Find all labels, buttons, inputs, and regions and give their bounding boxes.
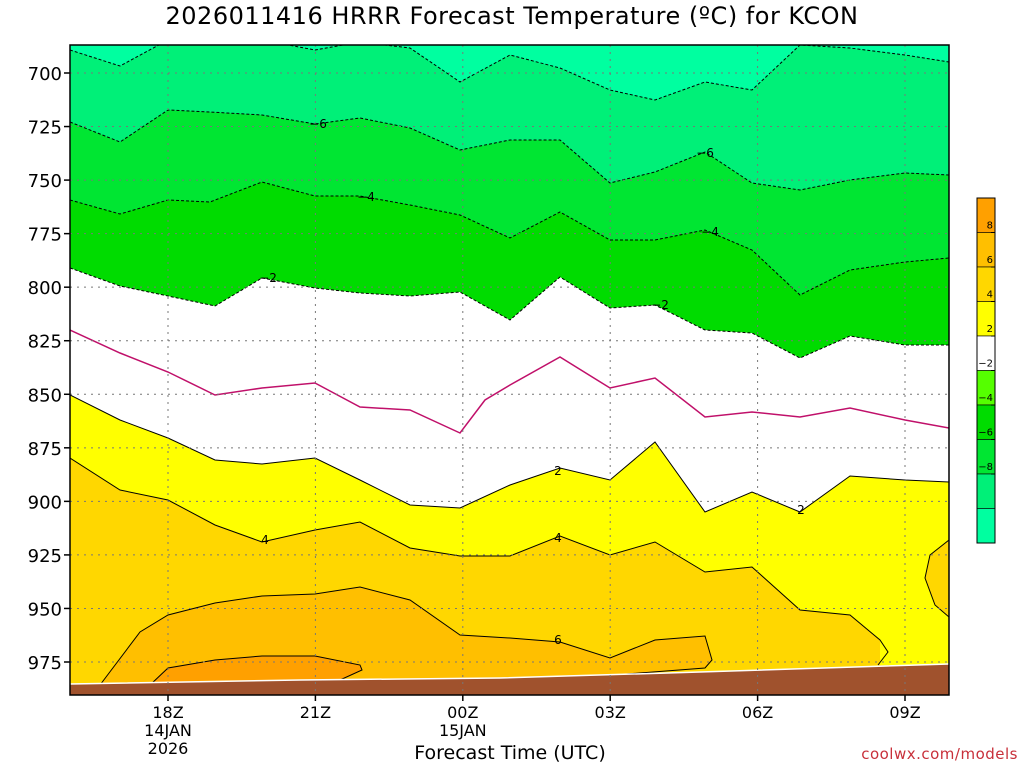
contour-zero: [70, 329, 949, 434]
x-tick-label: 03Z: [595, 703, 626, 722]
colorbar-swatch: [976, 473, 996, 509]
y-tick-label: 900: [28, 492, 62, 513]
y-axis: 700 725 750 775 800 825 850 875 900 925 950 975: [28, 64, 70, 674]
x-tick-label: 18Z: [152, 703, 183, 722]
y-tick-label: 850: [28, 385, 62, 406]
colorbar-label: 8: [987, 221, 993, 232]
x-tick-label: 2026: [148, 739, 189, 758]
contour-label: −6: [309, 117, 327, 131]
contour-label: −2: [259, 271, 277, 285]
y-tick-label: 875: [28, 439, 62, 460]
contour-plus4-east: [924, 539, 949, 618]
contour-plus6: [99, 586, 713, 686]
contour-lines: [70, 45, 949, 686]
contour-label: 2: [554, 464, 562, 478]
contour-label: 4: [261, 533, 269, 547]
contour-label: 4: [554, 531, 562, 545]
contour-minus2: [70, 267, 949, 359]
colorbar-swatch: [976, 508, 996, 544]
colorbar-label: 4: [987, 290, 993, 301]
y-tick-label: 725: [28, 118, 62, 139]
y-tick-label: 800: [28, 278, 62, 299]
warm-pocket-east: [925, 540, 949, 617]
colorbar-label: 6: [987, 255, 993, 266]
site-credit: coolwx.com/models: [861, 745, 1018, 763]
colorbar-label: 2: [987, 324, 993, 335]
x-tick-label: 09Z: [889, 703, 920, 722]
contour-minus4: [70, 181, 949, 296]
contour-label: −4: [701, 225, 719, 239]
plot-area: [70, 45, 949, 695]
colorbar-frame: [976, 197, 996, 544]
colorbar-label: −4: [978, 393, 993, 404]
colorbar-label: −2: [978, 359, 993, 370]
x-tick-label: 14JAN: [144, 721, 192, 740]
chart-title: 2026011416 HRRR Forecast Temperature (ºC…: [165, 2, 859, 30]
contour-plus2: [70, 394, 949, 513]
contour-labels: −6 −6 −4 −4 −2 −2 2 2 4 4 6: [259, 117, 805, 647]
x-axis-label: Forecast Time (UTC): [414, 742, 606, 764]
colorbar-legend: 8 6 4 2 −2 −4 −6 −8: [976, 197, 996, 544]
y-tick-label: 925: [28, 546, 62, 567]
y-tick-label: 750: [28, 171, 62, 192]
x-tick-label: 06Z: [742, 703, 773, 722]
contour-label: 6: [554, 633, 562, 647]
y-tick-label: 825: [28, 332, 62, 353]
x-tick-label: 15JAN: [439, 721, 487, 740]
contour-label: −2: [651, 298, 669, 312]
contour-minus6: [70, 109, 949, 191]
contour-label: −4: [357, 190, 375, 204]
y-tick-label: 975: [28, 653, 62, 674]
ground-edge: [70, 663, 949, 685]
y-tick-label: 700: [28, 64, 62, 85]
y-tick-label: 775: [28, 225, 62, 246]
contour-label: 2: [797, 503, 805, 517]
x-tick-label: 00Z: [447, 703, 478, 722]
plot-frame: [69, 44, 950, 696]
y-tick-label: 950: [28, 599, 62, 620]
contour-label: −6: [696, 146, 714, 160]
contour-plus4: [70, 457, 889, 666]
colorbar-label: −6: [978, 428, 993, 439]
x-tick-label: 21Z: [300, 703, 331, 722]
colorbar-label: −8: [978, 462, 993, 473]
